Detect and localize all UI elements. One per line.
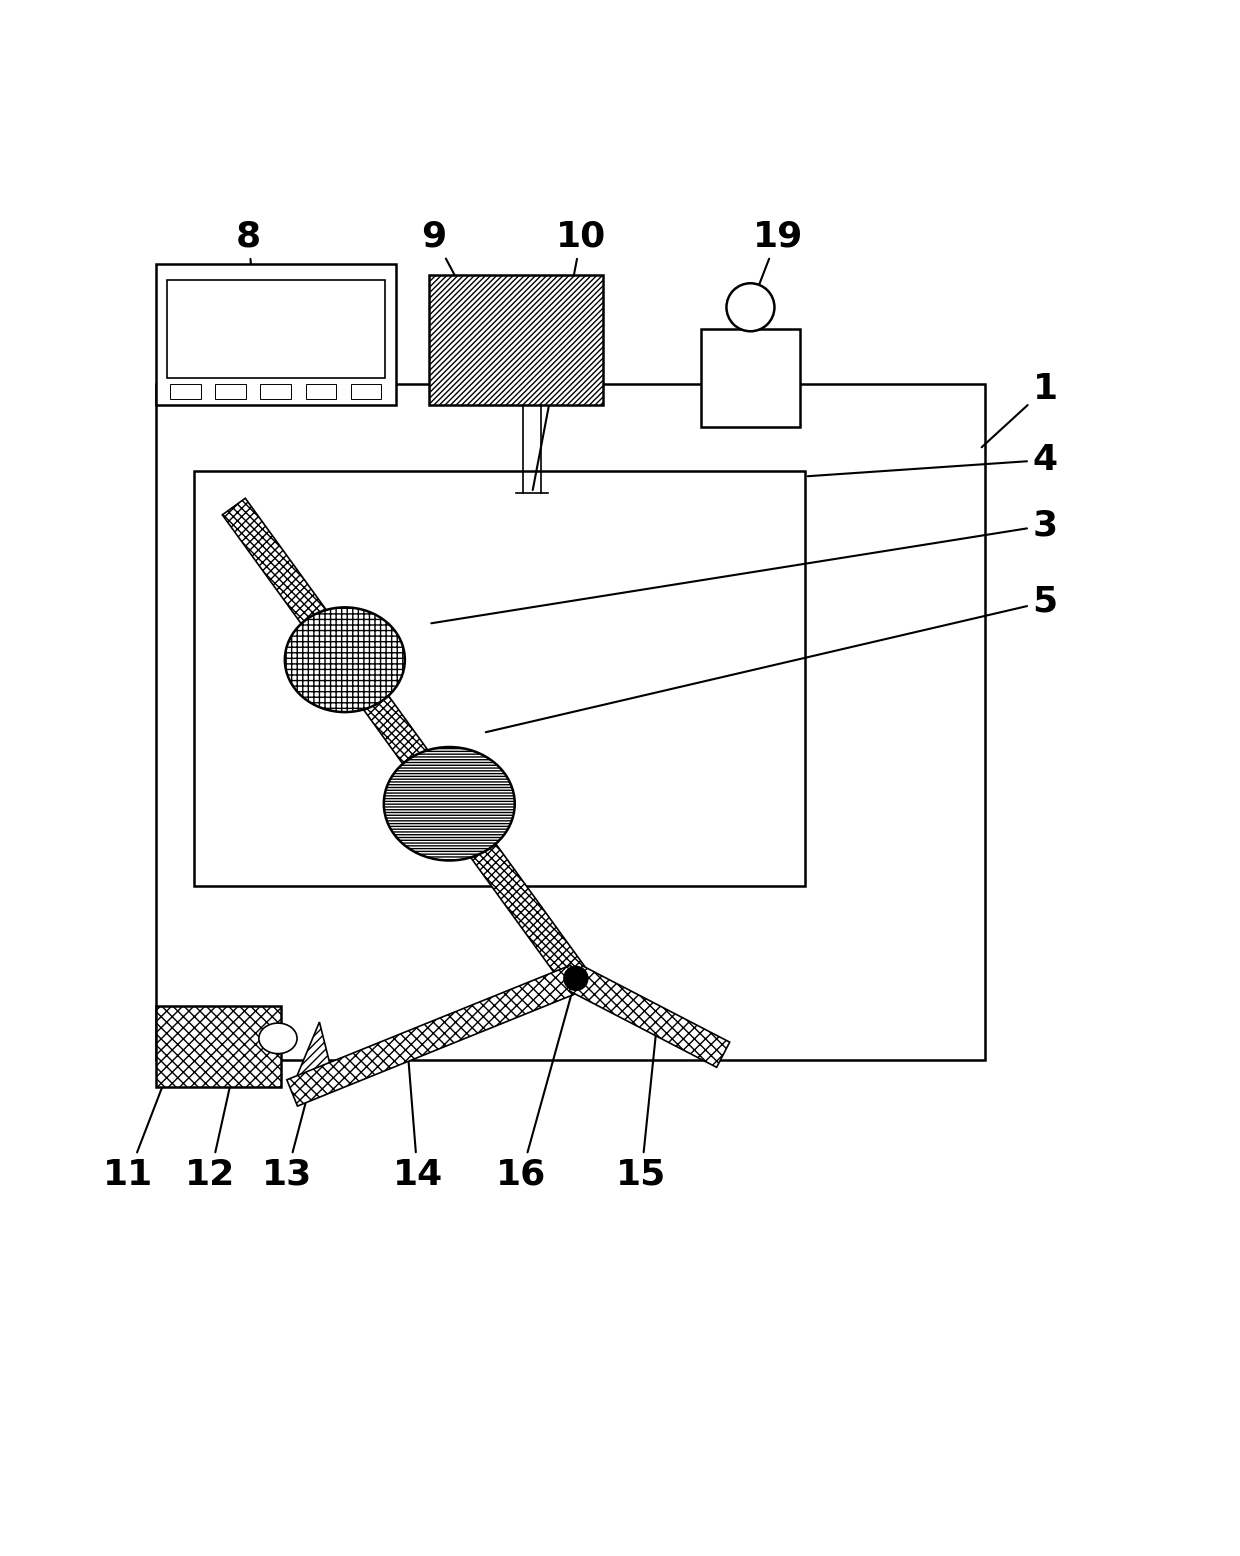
Text: 11: 11 xyxy=(103,1050,176,1192)
Text: 8: 8 xyxy=(236,219,263,397)
Polygon shape xyxy=(286,965,582,1106)
Bar xyxy=(305,384,336,398)
Polygon shape xyxy=(569,966,729,1067)
Ellipse shape xyxy=(285,607,405,713)
Circle shape xyxy=(727,283,775,331)
Text: 15: 15 xyxy=(616,1019,666,1192)
Text: 14: 14 xyxy=(393,1041,443,1192)
Circle shape xyxy=(564,966,588,990)
Bar xyxy=(260,384,291,398)
Bar xyxy=(351,384,381,398)
Bar xyxy=(429,274,603,406)
Ellipse shape xyxy=(259,1024,298,1053)
Bar xyxy=(156,384,985,1060)
Text: 4: 4 xyxy=(807,443,1058,478)
Bar xyxy=(156,1005,281,1088)
Bar xyxy=(702,328,800,428)
Bar xyxy=(166,280,384,378)
Text: 16: 16 xyxy=(496,980,575,1192)
Bar xyxy=(216,384,246,398)
Polygon shape xyxy=(222,498,594,996)
Text: 9: 9 xyxy=(422,219,520,398)
Polygon shape xyxy=(293,1022,336,1088)
Text: 13: 13 xyxy=(262,1074,314,1192)
Text: 19: 19 xyxy=(751,219,804,305)
Bar xyxy=(156,263,396,406)
Text: 10: 10 xyxy=(533,219,606,490)
Bar xyxy=(193,471,805,885)
Text: 5: 5 xyxy=(486,585,1058,733)
Text: 1: 1 xyxy=(982,372,1058,447)
Text: 3: 3 xyxy=(432,509,1058,624)
Bar xyxy=(170,384,201,398)
Ellipse shape xyxy=(384,747,515,860)
Text: 12: 12 xyxy=(185,1080,236,1192)
